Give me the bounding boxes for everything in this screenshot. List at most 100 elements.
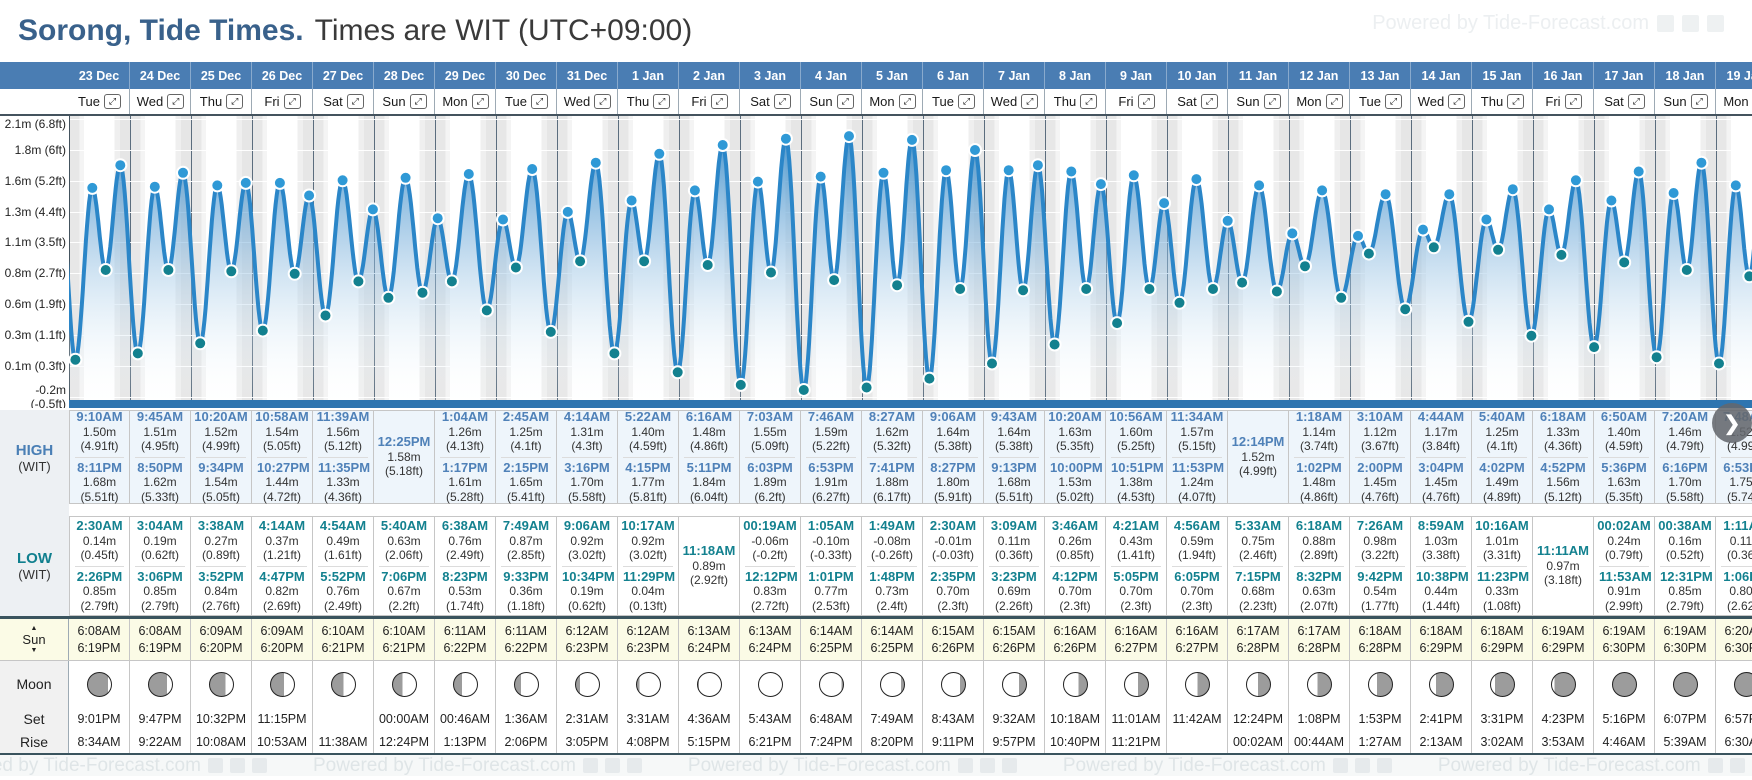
expand-day-button[interactable]: ⤢ bbox=[773, 94, 791, 109]
weekday-cell: Fri ⤢ bbox=[679, 89, 740, 114]
weekday-cell: Sun ⤢ bbox=[1228, 89, 1289, 114]
expand-day-button[interactable]: ⤢ bbox=[1021, 94, 1039, 109]
weekday-label: Fri bbox=[1118, 94, 1134, 109]
expand-day-button[interactable]: ⤢ bbox=[226, 94, 244, 109]
expand-day-button[interactable]: ⤢ bbox=[471, 94, 489, 109]
weekday-label: Sun bbox=[1236, 94, 1260, 109]
moonset-time: 4:23PM bbox=[1541, 711, 1585, 726]
low-tide-row: 2:30AM 0.14m (0.45ft) 2:26PM 0.85m (2.79ft) 3:… bbox=[0, 516, 1752, 616]
moon-phase-icon bbox=[1123, 671, 1149, 697]
sunrise-time: 6:18AM bbox=[1358, 623, 1402, 638]
y-axis-tick-label: 0.3m (1.1ft) bbox=[4, 328, 66, 342]
moon-cell: 12:24PM 00:02AM bbox=[1228, 661, 1289, 753]
tide-entry: 5:22AM 1.40m (4.59ft) bbox=[624, 409, 672, 453]
expand-day-button[interactable]: ⤢ bbox=[898, 94, 916, 109]
moon-cell: 2:31AM 3:05PM bbox=[557, 661, 618, 753]
low-tide-point bbox=[1712, 356, 1726, 371]
sunrise-time: 6:12AM bbox=[626, 623, 670, 638]
sunset-time: 6:27PM bbox=[1175, 640, 1219, 655]
expand-day-button[interactable]: ⤢ bbox=[594, 94, 612, 109]
next-days-button[interactable]: ❯ bbox=[1712, 403, 1752, 443]
tide-entry: 6:50AM 1.40m (4.59ft) bbox=[1600, 409, 1648, 453]
watermark-item: Powered by Tide-Forecast.com bbox=[0, 755, 267, 776]
expand-day-button[interactable]: ⤢ bbox=[1448, 94, 1466, 109]
tide-entry: 3:04PM 1.45m (4.76ft) bbox=[1416, 456, 1466, 506]
low-tide-point bbox=[859, 380, 874, 395]
weekday-row: Tue ⤢ Wed ⤢ Thu ⤢ Fri ⤢ Sat ⤢ Sun ⤢ Mon ⤢ Tue ⤢ Wed ⤢ Thu ⤢… bbox=[0, 89, 1752, 114]
expand-day-button[interactable]: ⤢ bbox=[530, 94, 548, 109]
sunset-time: 6:28PM bbox=[1358, 640, 1402, 655]
tide-entry: 9:13PM 1.68m (5.51ft) bbox=[989, 456, 1039, 506]
expand-day-button[interactable]: ⤢ bbox=[653, 94, 671, 109]
low-tide-point bbox=[796, 383, 811, 397]
moon-cell: 11:15PM 10:53AM bbox=[252, 661, 313, 753]
expand-day-button[interactable]: ⤢ bbox=[1137, 94, 1155, 109]
high-tide-point bbox=[1064, 164, 1079, 179]
sunrise-time: 6:19AM bbox=[1602, 623, 1646, 638]
expand-day-button[interactable]: ⤢ bbox=[1263, 94, 1281, 109]
high-tide-point bbox=[687, 183, 702, 198]
sun-times-cell: 6:19AM 6:30PM bbox=[1655, 619, 1716, 660]
low-tide-point bbox=[1679, 263, 1694, 277]
low-tide-point bbox=[1524, 328, 1539, 343]
moon-cell: 10:32PM 10:08AM bbox=[191, 661, 252, 753]
tide-entry: 3:52PM 0.84m (2.76ft) bbox=[196, 565, 246, 615]
tide-entry: 12:14PM 1.52m (4.99ft) bbox=[1231, 434, 1285, 479]
expand-day-button[interactable]: ⤢ bbox=[167, 94, 185, 109]
moonset-time: 10:18AM bbox=[1049, 711, 1101, 726]
tide-entry: 5:40AM 1.25m (4.1ft) bbox=[1478, 409, 1526, 453]
low-tide-point bbox=[351, 274, 366, 289]
expand-day-button[interactable]: ⤢ bbox=[283, 94, 301, 109]
expand-day-button[interactable]: ⤢ bbox=[103, 94, 121, 109]
expand-day-button[interactable]: ⤢ bbox=[1507, 94, 1525, 109]
tide-entry: 2:30AM -0.01m (-0.03ft) bbox=[929, 518, 977, 562]
weekday-cell: Mon⤢ bbox=[1716, 89, 1752, 114]
high-tide-point bbox=[238, 175, 253, 190]
sunset-time: 6:28PM bbox=[1297, 640, 1341, 655]
low-tide-cell: 6:38AM 0.76m (2.49ft) 8:23PM 0.53m (1.74ft) bbox=[435, 516, 496, 616]
sunrise-time: 6:11AM bbox=[443, 623, 487, 638]
expand-day-button[interactable]: ⤢ bbox=[1200, 94, 1218, 109]
tide-entry: 4:12PM 0.70m (2.3ft) bbox=[1050, 565, 1100, 615]
expand-day-button[interactable]: ⤢ bbox=[1080, 94, 1098, 109]
tide-entry: 10:20AM 1.52m (4.99ft) bbox=[194, 409, 248, 453]
high-tide-cell: 9:06AM 1.64m (5.38ft) 8:27PM 1.80m (5.91ft) bbox=[923, 409, 984, 504]
weekday-label: Tue bbox=[78, 94, 100, 109]
weekday-label: Fri bbox=[691, 94, 707, 109]
expand-day-button[interactable]: ⤢ bbox=[836, 94, 854, 109]
y-axis-tick-label: 0.6m (1.9ft) bbox=[4, 297, 66, 311]
high-tide-point bbox=[1315, 183, 1330, 198]
moonset-time: 6:07PM bbox=[1663, 711, 1707, 726]
tide-entry: 7:49AM 0.87m (2.85ft) bbox=[502, 518, 550, 562]
sunset-time: 6:30PM bbox=[1602, 640, 1646, 655]
moonset-time: 3:31PM bbox=[1480, 711, 1524, 726]
high-tide-point bbox=[430, 211, 445, 226]
expand-day-button[interactable]: ⤢ bbox=[1690, 94, 1708, 109]
expand-day-button[interactable]: ⤢ bbox=[710, 94, 728, 109]
tide-entry: 00:19AM -0.06m (-0.2ft) bbox=[743, 518, 797, 562]
weekday-cell: Sat ⤢ bbox=[1167, 89, 1228, 114]
high-tide-point bbox=[1505, 182, 1520, 197]
high-label: HIGH (WIT) bbox=[15, 441, 54, 474]
date-cell: 24 Dec bbox=[130, 62, 191, 89]
tide-entry: 10:20AM 1.63m (5.35ft) bbox=[1048, 409, 1102, 453]
expand-day-button[interactable]: ⤢ bbox=[957, 94, 975, 109]
high-tide-point bbox=[842, 129, 856, 144]
sunrise-time: 6:14AM bbox=[870, 623, 914, 638]
expand-day-button[interactable]: ⤢ bbox=[409, 94, 427, 109]
watermark-logo-icon bbox=[582, 758, 598, 773]
expand-day-button[interactable]: ⤢ bbox=[1564, 94, 1582, 109]
high-tide-point bbox=[1631, 164, 1646, 179]
expand-day-button[interactable]: ⤢ bbox=[1325, 94, 1343, 109]
moonrise-time: 9:22AM bbox=[138, 734, 182, 749]
moon-phase-icon bbox=[1672, 671, 1698, 697]
expand-day-button[interactable]: ⤢ bbox=[346, 94, 364, 109]
moon-cell: 5:16PM 4:46AM bbox=[1594, 661, 1655, 753]
tide-entry: 10:38PM 0.44m (1.44ft) bbox=[1416, 565, 1469, 615]
high-tide-cell: 12:14PM 1.52m (4.99ft) bbox=[1228, 410, 1289, 504]
weekday-label: Sun bbox=[1663, 94, 1687, 109]
footer-watermark-bar: Powered by Tide-Forecast.com Powered by T… bbox=[0, 753, 1752, 776]
expand-day-button[interactable]: ⤢ bbox=[1384, 94, 1402, 109]
watermark-logo-icon bbox=[1682, 15, 1699, 32]
expand-day-button[interactable]: ⤢ bbox=[1627, 94, 1645, 109]
